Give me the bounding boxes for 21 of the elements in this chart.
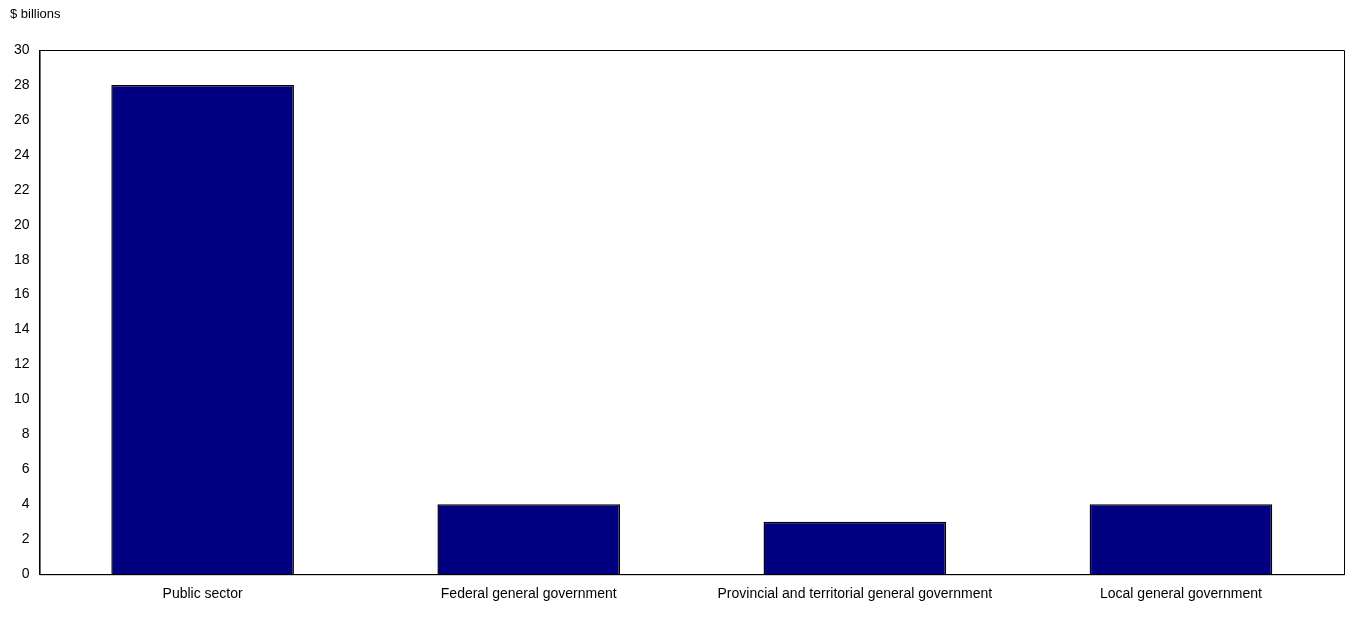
y-axis-title: $ billions [10, 6, 62, 22]
y-tick-label: 26 [13, 110, 30, 127]
y-tick-label: 16 [13, 285, 30, 302]
y-tick-label: 8 [21, 425, 30, 442]
y-tick-label: 0 [21, 565, 30, 582]
y-tick-label: 12 [13, 355, 30, 372]
y-tick-label: 6 [21, 460, 30, 477]
y-tick-label: 14 [13, 320, 30, 337]
y-tick-label: 22 [13, 180, 30, 197]
y-tick-label: 4 [21, 495, 30, 512]
y-tick-label: 28 [13, 75, 30, 92]
x-tick-label: Provincial and territorial general government [717, 585, 993, 602]
x-tick-label: Public sector [162, 585, 244, 602]
x-tick-label: Local general government [1100, 585, 1262, 602]
y-tick-label: 18 [13, 250, 30, 267]
y-tick-label: 2 [21, 530, 30, 547]
y-tick-label: 24 [13, 145, 30, 162]
y-tick-label: 30 [13, 40, 30, 57]
y-tick-label: 20 [13, 215, 30, 232]
x-tick-label: Federal general government [440, 585, 617, 602]
y-tick-label: 10 [13, 390, 30, 407]
